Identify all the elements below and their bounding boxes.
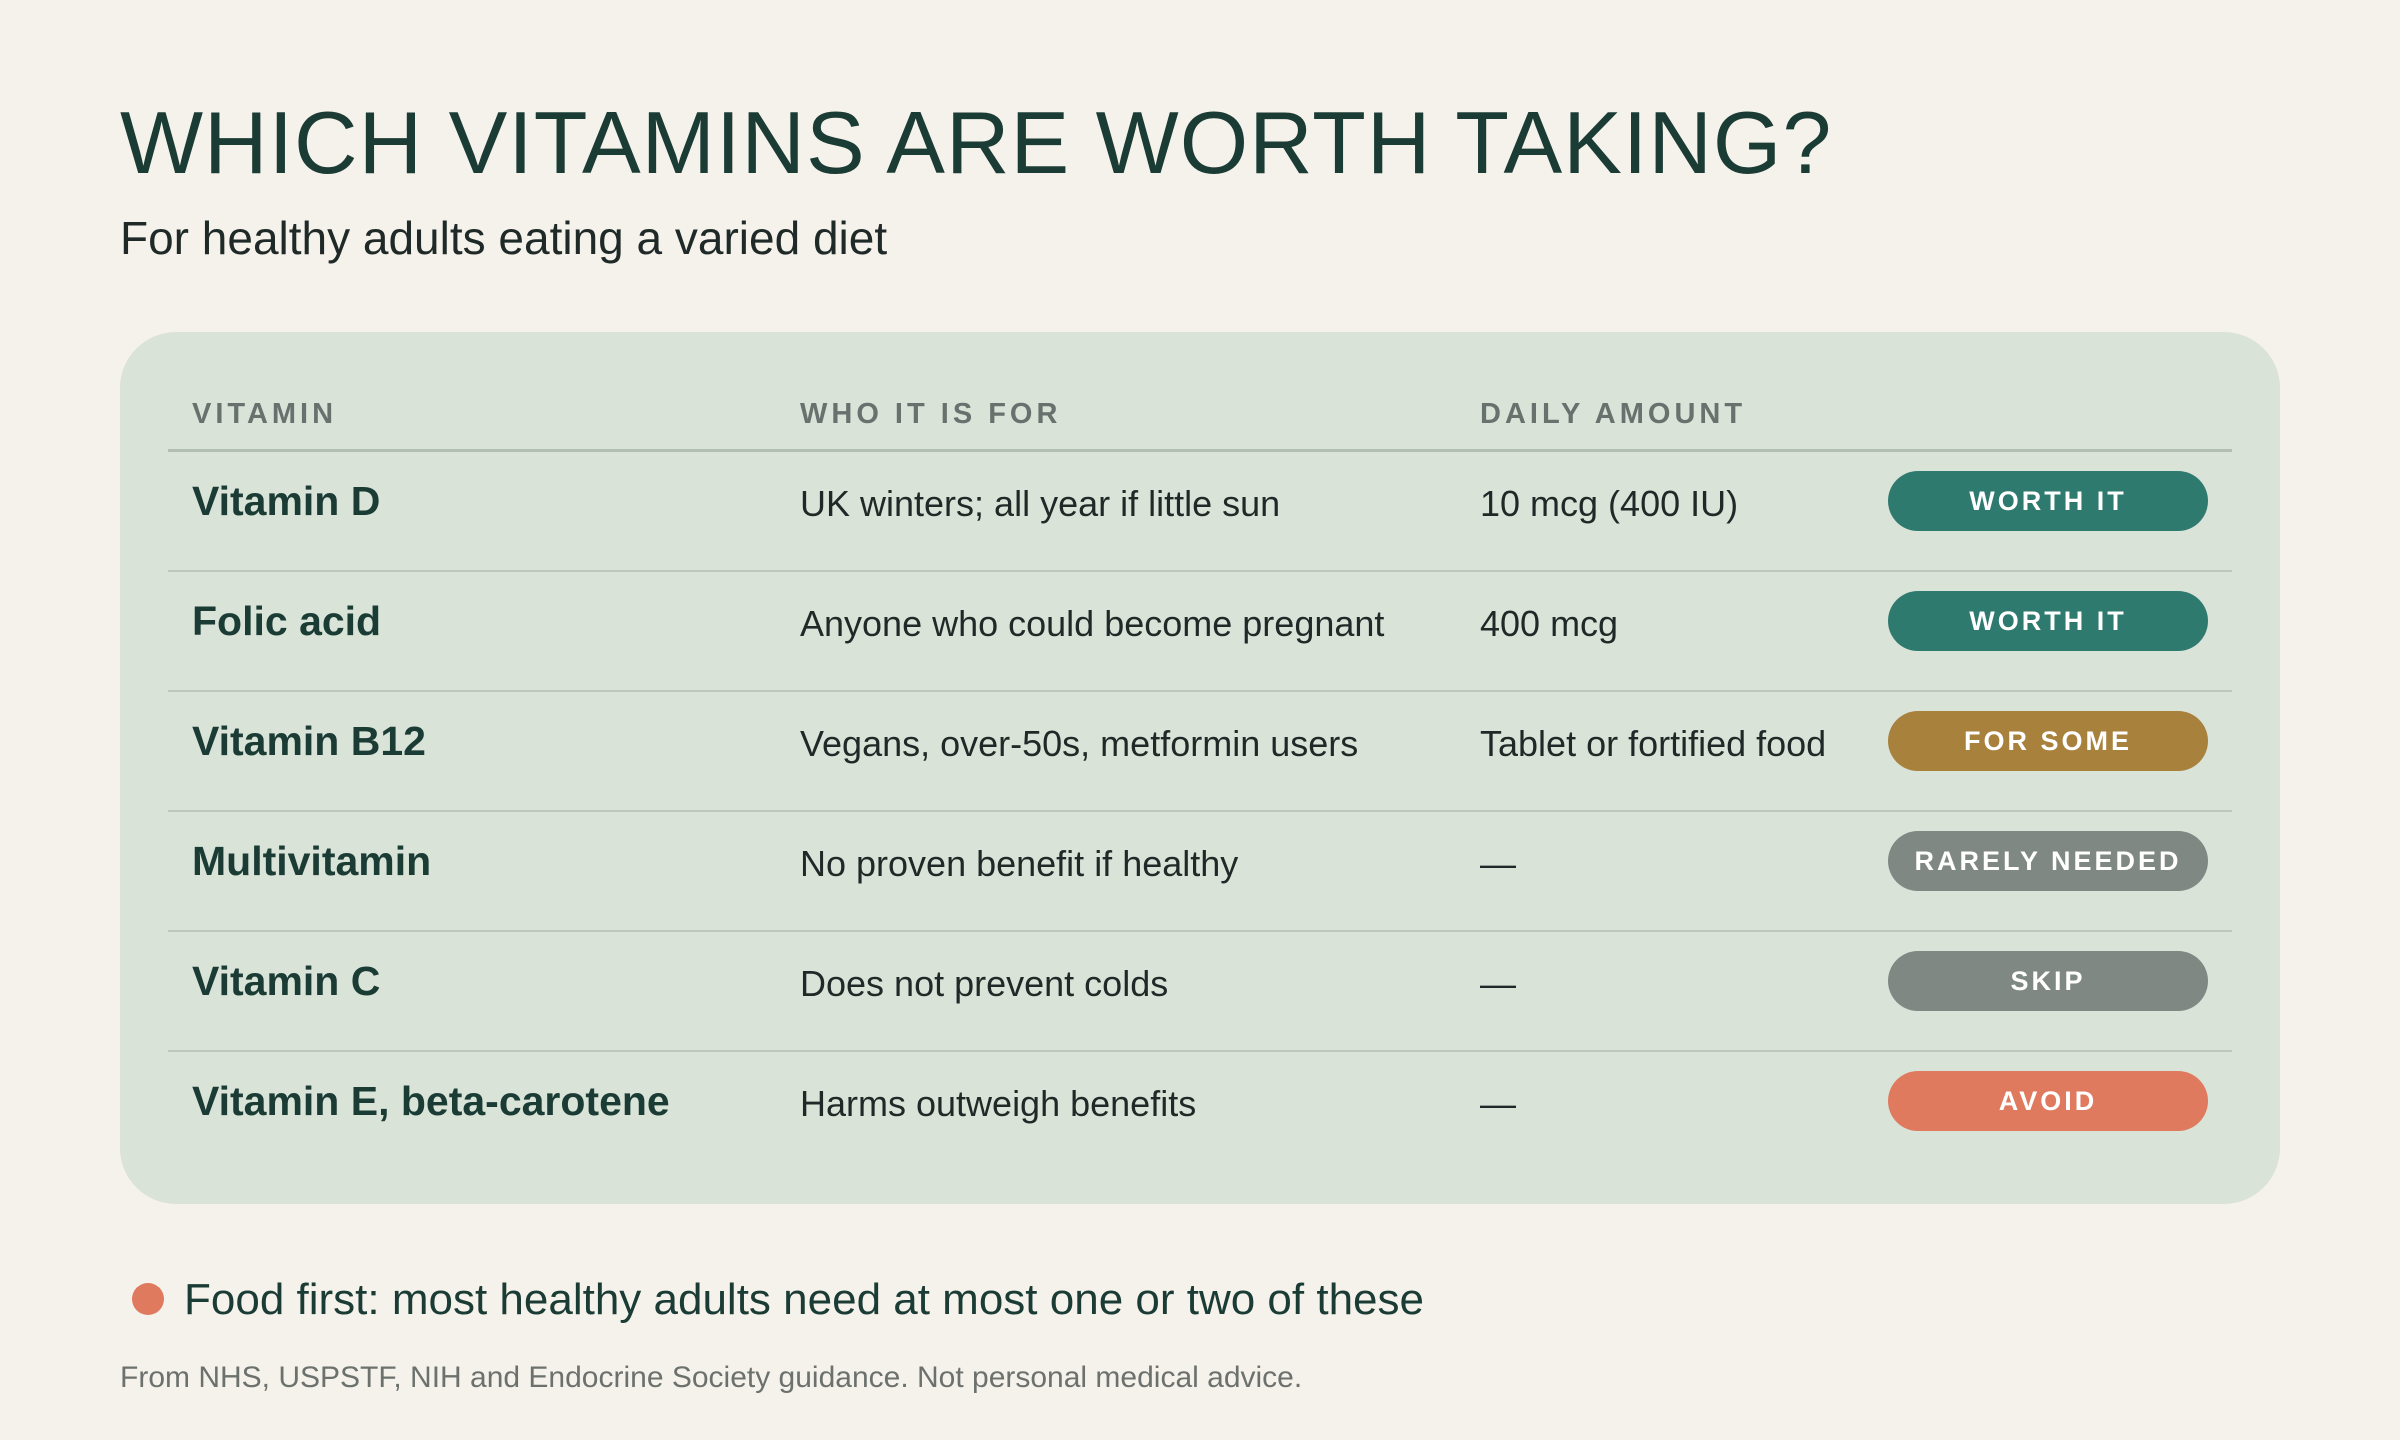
verdict-badge: AVOID bbox=[1888, 1071, 2208, 1131]
table-row: Vitamin D UK winters; all year if little… bbox=[168, 452, 2232, 572]
page-title: WHICH VITAMINS ARE WORTH TAKING? bbox=[120, 93, 1833, 192]
table-header: VITAMIN WHO IT IS FOR DAILY AMOUNT bbox=[168, 332, 2232, 452]
verdict-badge: RARELY NEEDED bbox=[1888, 831, 2208, 891]
source-note: From NHS, USPSTF, NIH and Endocrine Soci… bbox=[120, 1361, 1303, 1394]
food-first-text: Food first: most healthy adults need at … bbox=[184, 1275, 1424, 1324]
vitamin-name: Vitamin E, beta-carotene bbox=[192, 1078, 670, 1124]
bullet-dot-icon bbox=[132, 1283, 164, 1315]
who-it-is-for: No proven benefit if healthy bbox=[800, 843, 1239, 884]
verdict-badge: WORTH IT bbox=[1888, 471, 2208, 531]
page-subtitle: For healthy adults eating a varied diet bbox=[120, 212, 888, 264]
verdict-badge: WORTH IT bbox=[1888, 591, 2208, 651]
daily-amount: 10 mcg (400 IU) bbox=[1480, 483, 1739, 524]
table-row: Vitamin B12 Vegans, over-50s, metformin … bbox=[168, 692, 2232, 812]
column-header-amount: DAILY AMOUNT bbox=[1480, 398, 1747, 430]
vitamin-table: VITAMIN WHO IT IS FOR DAILY AMOUNT Vitam… bbox=[120, 332, 2280, 1204]
vitamin-name: Folic acid bbox=[192, 598, 382, 644]
who-it-is-for: UK winters; all year if little sun bbox=[800, 483, 1281, 524]
table-row: Vitamin C Does not prevent colds — SKIP bbox=[168, 932, 2232, 1052]
vitamin-name: Multivitamin bbox=[192, 838, 432, 884]
who-it-is-for: Does not prevent colds bbox=[800, 963, 1169, 1004]
table-row: Vitamin E, beta-carotene Harms outweigh … bbox=[168, 1052, 2232, 1172]
verdict-badge: FOR SOME bbox=[1888, 711, 2208, 771]
daily-amount: — bbox=[1480, 843, 1516, 884]
vitamin-name: Vitamin D bbox=[192, 478, 381, 524]
vitamin-name: Vitamin B12 bbox=[192, 718, 426, 764]
who-it-is-for: Vegans, over-50s, metformin users bbox=[800, 723, 1359, 764]
column-header-vitamin: VITAMIN bbox=[192, 398, 338, 430]
daily-amount: — bbox=[1480, 963, 1516, 1004]
vitamin-name: Vitamin C bbox=[192, 958, 381, 1004]
daily-amount: 400 mcg bbox=[1480, 603, 1619, 644]
verdict-badge: SKIP bbox=[1888, 951, 2208, 1011]
who-it-is-for: Anyone who could become pregnant bbox=[800, 603, 1385, 644]
column-header-who: WHO IT IS FOR bbox=[800, 398, 1062, 430]
daily-amount: — bbox=[1480, 1083, 1516, 1124]
who-it-is-for: Harms outweigh benefits bbox=[800, 1083, 1197, 1124]
table-row: Folic acid Anyone who could become pregn… bbox=[168, 572, 2232, 692]
daily-amount: Tablet or fortified food bbox=[1480, 723, 1827, 764]
table-row: Multivitamin No proven benefit if health… bbox=[168, 812, 2232, 932]
